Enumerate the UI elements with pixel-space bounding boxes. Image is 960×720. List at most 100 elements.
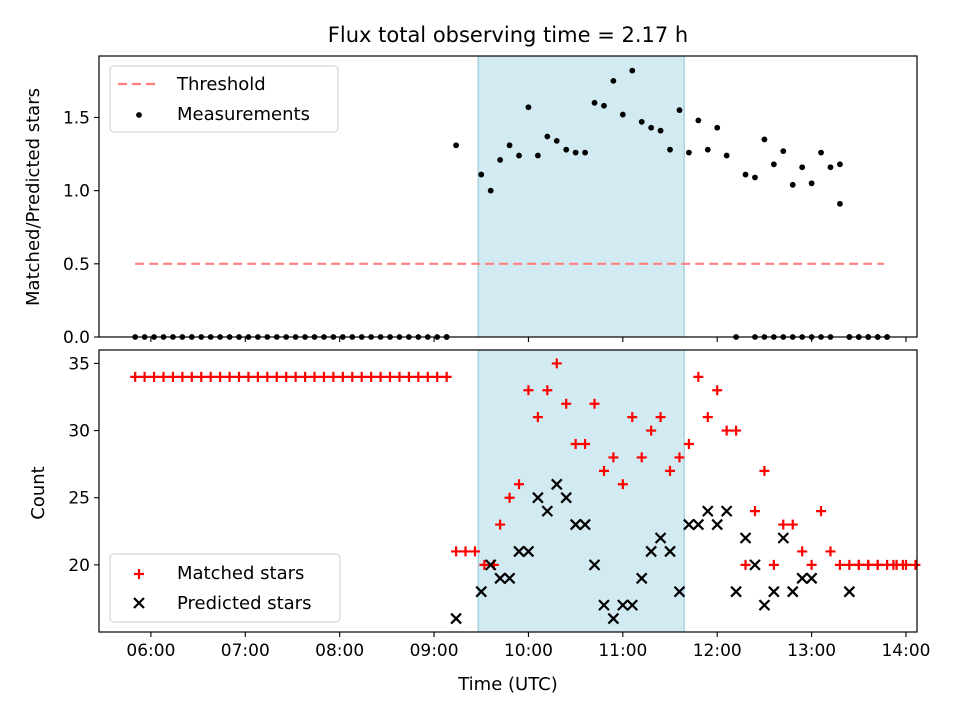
top-measurement-point bbox=[601, 102, 607, 109]
bottom-matched-star-point bbox=[514, 479, 525, 490]
top-measurement-point bbox=[553, 137, 560, 144]
top-measurement-point bbox=[827, 164, 834, 171]
bottom-matched-star-point bbox=[460, 546, 471, 557]
top-panel: 0.0 0.5 1.0 1.5 Threshold Measurements bbox=[63, 55, 918, 348]
top-y-tick-label: 1.0 bbox=[63, 182, 90, 202]
x-axis-label: Time (UTC) bbox=[457, 674, 558, 695]
bottom-matched-star-point bbox=[570, 439, 581, 449]
x-tick-label: 14:00 bbox=[881, 641, 930, 661]
bottom-matched-star-point bbox=[580, 439, 591, 449]
bottom-matched-star-point bbox=[469, 546, 480, 557]
bottom-predicted-star-point bbox=[702, 505, 714, 517]
top-legend bbox=[109, 65, 339, 133]
bottom-matched-star-point bbox=[394, 371, 405, 382]
top-measurement-point bbox=[676, 107, 683, 114]
bottom-highlight-span bbox=[477, 349, 685, 633]
bottom-matched-star-point bbox=[834, 559, 845, 570]
bottom-matched-star-point bbox=[215, 371, 226, 382]
bottom-matched-star-point bbox=[234, 371, 245, 382]
bottom-matched-star-point bbox=[309, 371, 320, 382]
bottom-matched-star-point bbox=[702, 412, 713, 423]
top-y-tick-label: 0.5 bbox=[63, 255, 90, 275]
top-measurement-point bbox=[780, 148, 787, 155]
top-measurement-point bbox=[572, 149, 579, 156]
bottom-predicted-star-point bbox=[579, 518, 591, 531]
bottom-predicted-star-point bbox=[805, 572, 818, 585]
bottom-predicted-star-point bbox=[730, 585, 742, 598]
top-measurement-point bbox=[619, 111, 626, 118]
bottom-matched-star-point bbox=[797, 546, 808, 557]
bottom-predicted-star-point bbox=[673, 585, 686, 598]
bottom-predicted-star-point bbox=[475, 585, 488, 598]
bottom-matched-star-point bbox=[674, 452, 685, 463]
bottom-predicted-star-point bbox=[532, 491, 544, 504]
bottom-matched-star-point bbox=[853, 559, 864, 570]
bottom-matched-star-point bbox=[243, 371, 254, 382]
x-tick-label: 10:00 bbox=[504, 641, 553, 661]
bottom-legend bbox=[109, 553, 341, 623]
bottom-predicted-star-point bbox=[843, 585, 856, 598]
bottom-predicted-star-point bbox=[626, 599, 639, 611]
top-measurement-point bbox=[714, 124, 721, 131]
top-measurement-point bbox=[686, 149, 692, 156]
bottom-matched-star-point bbox=[205, 371, 216, 382]
legend-predicted-swatch bbox=[133, 597, 145, 609]
top-measurement-point bbox=[704, 146, 711, 153]
bottom-matched-star-point bbox=[888, 559, 899, 570]
bottom-matched-star-point bbox=[422, 371, 433, 382]
bottom-matched-star-point bbox=[910, 559, 921, 570]
bottom-predicted-star-point bbox=[758, 599, 771, 611]
bottom-matched-star-point bbox=[432, 371, 443, 382]
bottom-matched-star-point bbox=[328, 371, 339, 382]
bottom-predicted-star-point bbox=[768, 585, 780, 598]
legend-threshold-label: Threshold bbox=[176, 74, 266, 95]
top-measurement-point bbox=[478, 171, 485, 178]
bottom-matched-star-point bbox=[542, 385, 553, 396]
bottom-matched-star-point bbox=[598, 465, 609, 476]
top-measurement-point bbox=[497, 157, 504, 163]
bottom-matched-star-point bbox=[495, 519, 506, 530]
bottom-predicted-star-point bbox=[645, 545, 657, 558]
bottom-matched-star-point bbox=[778, 519, 789, 530]
bottom-matched-star-point bbox=[290, 371, 301, 382]
bottom-matched-star-point bbox=[366, 371, 377, 382]
top-measurement-point bbox=[837, 200, 843, 207]
top-measurement-point bbox=[506, 142, 513, 149]
bottom-matched-star-point bbox=[816, 506, 827, 517]
bottom-predicted-star-point bbox=[739, 532, 752, 544]
top-measurement-point bbox=[629, 67, 636, 74]
bottom-predicted-star-point bbox=[598, 599, 610, 611]
bottom-matched-star-point bbox=[318, 371, 329, 382]
bottom-predicted-star-point bbox=[607, 612, 620, 625]
legend-matched-label: Matched stars bbox=[177, 563, 304, 584]
top-measurement-point bbox=[789, 181, 796, 188]
bottom-predicted-star-point bbox=[635, 572, 648, 585]
bottom-matched-star-point bbox=[252, 371, 263, 382]
bottom-matched-star-point bbox=[451, 546, 462, 557]
bottom-predicted-star-point bbox=[541, 505, 554, 517]
bottom-predicted-star-point bbox=[494, 572, 506, 585]
bottom-matched-star-point bbox=[149, 371, 160, 382]
bottom-predicted-star-point bbox=[550, 478, 563, 491]
bottom-matched-star-point bbox=[177, 371, 188, 382]
bottom-predicted-star-point bbox=[617, 599, 629, 611]
x-tick-label: 11:00 bbox=[598, 641, 647, 661]
top-measurement-point bbox=[638, 118, 645, 125]
bottom-predicted-star-point bbox=[484, 559, 497, 571]
bottom-predicted-star-point bbox=[664, 545, 676, 558]
bottom-matched-star-point bbox=[863, 559, 874, 570]
x-tick-label: 12:00 bbox=[693, 641, 742, 661]
bottom-predicted-star-point bbox=[786, 585, 799, 598]
bottom-matched-star-point bbox=[532, 412, 543, 423]
bottom-matched-star-point bbox=[186, 371, 197, 382]
bottom-axes-frame bbox=[98, 349, 918, 633]
top-measurement-point bbox=[723, 152, 730, 159]
bottom-matched-star-point bbox=[479, 559, 490, 570]
bottom-matched-star-point bbox=[665, 465, 676, 476]
bottom-matched-star-point bbox=[683, 439, 694, 449]
bottom-matched-star-point bbox=[608, 452, 619, 463]
bottom-predicted-star-point bbox=[588, 559, 601, 571]
bottom-matched-star-point bbox=[731, 425, 742, 436]
legend-measurements-label: Measurements bbox=[177, 104, 310, 125]
